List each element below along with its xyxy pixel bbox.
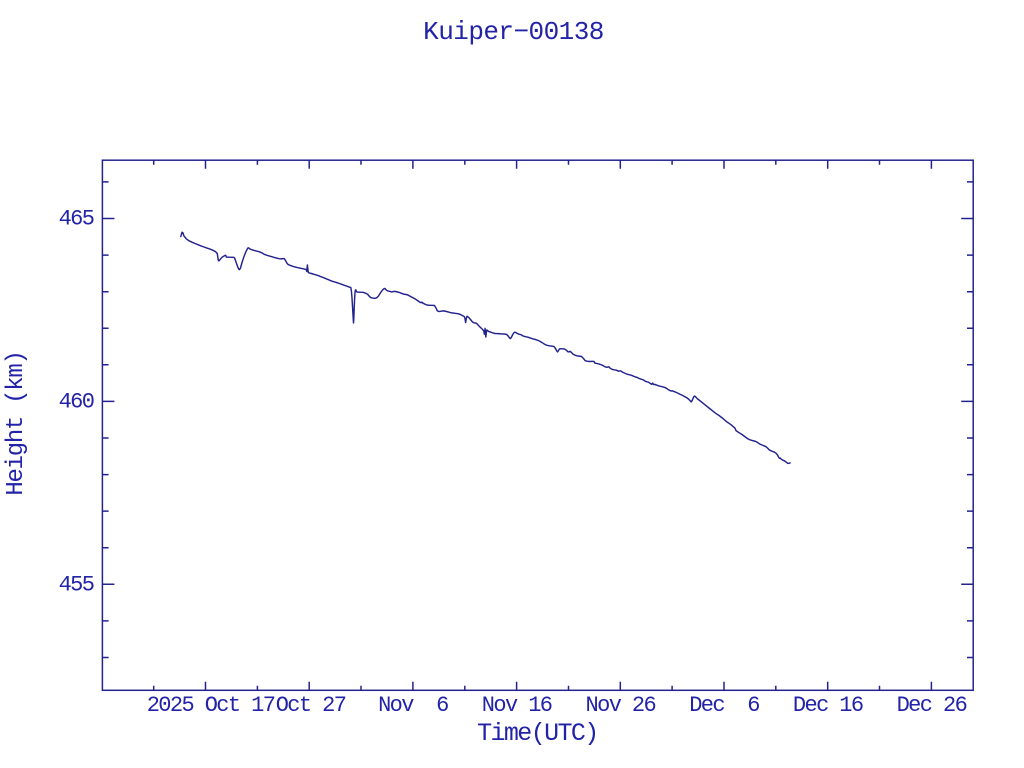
svg-text:Time(UTC): Time(UTC) [477, 719, 598, 748]
svg-text:2025 Oct 17: 2025 Oct 17 [147, 693, 275, 718]
svg-text:Dec 6: Dec 6 [689, 693, 759, 718]
svg-text:Nov 16: Nov 16 [482, 693, 552, 718]
svg-text:Nov 6: Nov 6 [378, 693, 448, 718]
svg-text:Dec 26: Dec 26 [897, 693, 967, 718]
svg-text:Nov 26: Nov 26 [585, 693, 655, 718]
svg-text:Dec 16: Dec 16 [793, 693, 863, 718]
svg-text:465: 465 [59, 207, 94, 232]
svg-text:Height (km): Height (km) [3, 351, 30, 495]
svg-text:460: 460 [59, 389, 94, 414]
svg-text:Kuiper−00138: Kuiper−00138 [423, 17, 604, 47]
svg-text:Oct 27: Oct 27 [276, 693, 346, 718]
svg-text:455: 455 [59, 572, 94, 597]
